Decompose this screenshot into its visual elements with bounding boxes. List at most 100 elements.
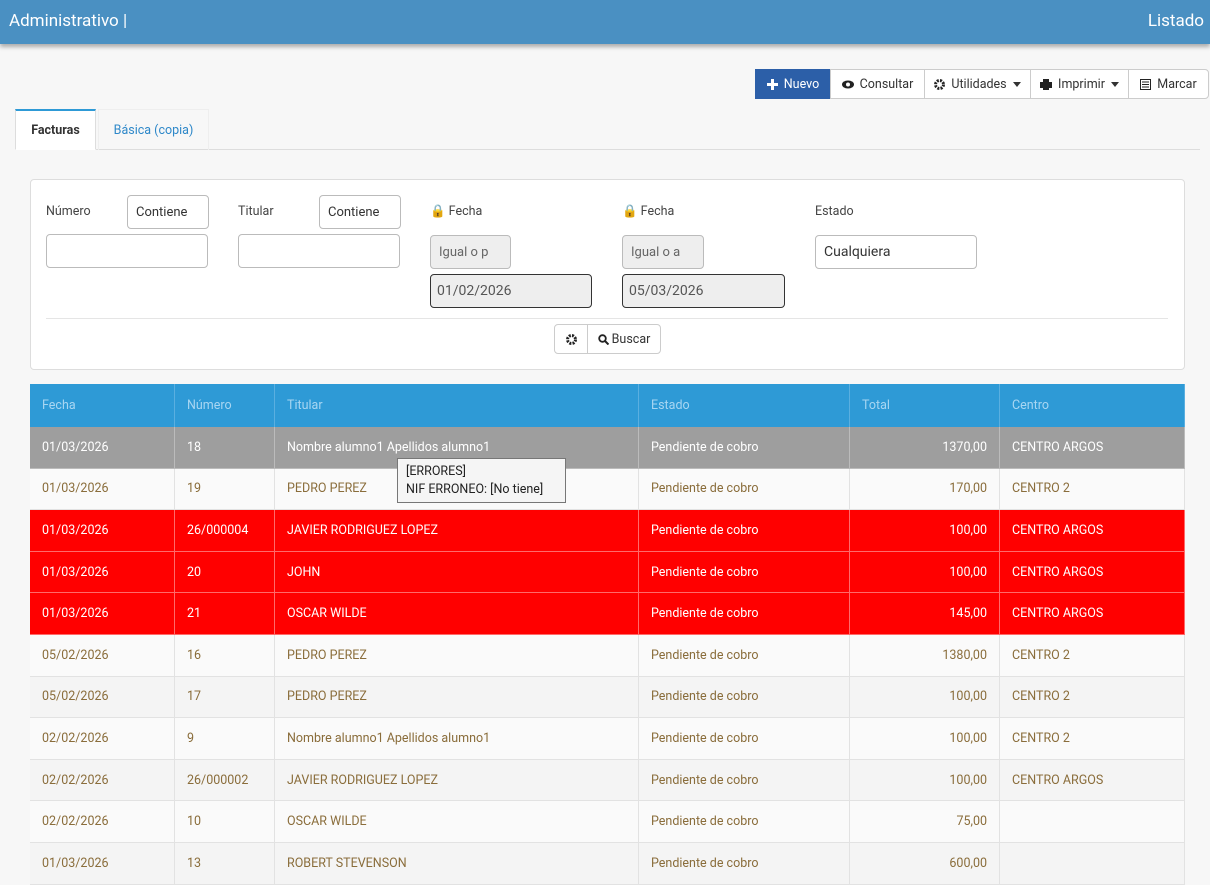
table-cell: Pendiente de cobro xyxy=(639,469,850,511)
label: Utilidades xyxy=(951,77,1006,92)
column-header: Estado xyxy=(639,384,850,427)
text: Fecha xyxy=(449,204,483,219)
app-title: Administrativo | xyxy=(9,11,127,31)
table-cell: JOHN xyxy=(275,552,639,594)
label: Buscar xyxy=(612,332,651,347)
tooltip-line: [ERRORES] xyxy=(406,463,557,481)
filter-label: Estado xyxy=(815,204,854,219)
table-cell: Pendiente de cobro xyxy=(639,593,850,635)
table-cell: 100,00 xyxy=(850,552,1000,594)
table-cell: 19 xyxy=(175,469,275,511)
table-cell: 26/000004 xyxy=(175,510,275,552)
table-cell: Pendiente de cobro xyxy=(639,510,850,552)
column-header: Total xyxy=(850,384,1000,427)
value: 01/02/2026 xyxy=(437,283,512,299)
filter-label: 🔒 Fecha xyxy=(622,204,674,219)
table-cell: 100,00 xyxy=(850,760,1000,802)
table-cell: 01/03/2026 xyxy=(30,427,175,469)
table-cell: CENTRO 2 xyxy=(1000,469,1185,511)
table-cell: 145,00 xyxy=(850,593,1000,635)
table-cell: 18 xyxy=(175,427,275,469)
filter-label: Número xyxy=(46,204,91,219)
holder-input[interactable] xyxy=(238,234,400,268)
table-cell: CENTRO 2 xyxy=(1000,718,1185,760)
table-cell: 16 xyxy=(175,635,275,677)
tab-active[interactable]: Facturas xyxy=(15,109,96,150)
table-cell: CENTRO ARGOS xyxy=(1000,510,1185,552)
status-select[interactable]: Cualquiera xyxy=(815,235,977,269)
column-header: Titular xyxy=(275,384,639,427)
table-cell: 9 xyxy=(175,718,275,760)
table-cell: Pendiente de cobro xyxy=(639,801,850,843)
table-cell: 01/03/2026 xyxy=(30,593,175,635)
table-cell: Pendiente de cobro xyxy=(639,677,850,719)
table-cell: Pendiente de cobro xyxy=(639,552,850,594)
header: Administrativo | Listado xyxy=(0,0,1210,44)
operator-select[interactable]: Igual o a xyxy=(622,235,704,269)
table-cell xyxy=(1000,801,1185,843)
table-cell: OSCAR WILDE xyxy=(275,593,639,635)
value: Igual o p xyxy=(439,245,488,260)
label: Marcar xyxy=(1157,77,1196,92)
table-cell: 100,00 xyxy=(850,677,1000,719)
table-cell: Pendiente de cobro xyxy=(639,427,850,469)
tab[interactable]: Básica (copia) xyxy=(98,109,209,150)
operator-select[interactable]: Igual o p xyxy=(430,235,511,269)
table-cell: CENTRO ARGOS xyxy=(1000,593,1185,635)
date-input[interactable]: 01/02/2026 xyxy=(430,274,592,308)
search-button[interactable]: Buscar xyxy=(587,324,661,354)
table-cell: 75,00 xyxy=(850,801,1000,843)
table-cell: 100,00 xyxy=(850,718,1000,760)
table-cell: Pendiente de cobro xyxy=(639,635,850,677)
column-header: Número xyxy=(175,384,275,427)
table-cell: 01/03/2026 xyxy=(30,552,175,594)
table-cell: 10 xyxy=(175,801,275,843)
table-cell: 20 xyxy=(175,552,275,594)
page: Administrativo | Listado Nuevo Consultar… xyxy=(0,0,1210,864)
column-header: Fecha xyxy=(30,384,175,427)
table-cell: 02/02/2026 xyxy=(30,760,175,802)
value: Cualquiera xyxy=(824,244,890,260)
table-cell: Nombre alumno1 Apellidos alumno1 xyxy=(275,718,639,760)
label: Consultar xyxy=(860,77,914,92)
value: Contiene xyxy=(136,205,187,220)
table-cell: PEDRO PEREZ xyxy=(275,677,639,719)
page-title: Listado xyxy=(1148,11,1204,31)
table-cell: Pendiente de cobro xyxy=(639,718,850,760)
table-cell: OSCAR WILDE xyxy=(275,801,639,843)
filter-label: 🔒 Fecha xyxy=(430,204,482,219)
table-cell: 26/000002 xyxy=(175,760,275,802)
text: Fecha xyxy=(641,204,675,219)
table-cell: PEDRO PEREZ xyxy=(275,635,639,677)
print-button[interactable]: Imprimir xyxy=(1030,69,1129,99)
table-cell: 17 xyxy=(175,677,275,719)
table-cell: 02/02/2026 xyxy=(30,801,175,843)
table-cell: CENTRO 2 xyxy=(1000,635,1185,677)
settings-button[interactable] xyxy=(554,324,588,354)
filter-panel: Número Contiene Titular Contiene 🔒 Fecha… xyxy=(30,179,1185,370)
table-cell: CENTRO ARGOS xyxy=(1000,427,1185,469)
value: Contiene xyxy=(328,205,379,220)
date-input[interactable]: 05/03/2026 xyxy=(622,274,785,308)
number-input[interactable] xyxy=(46,234,208,268)
operator-select[interactable]: Contiene xyxy=(127,195,209,229)
table-cell: JAVIER RODRIGUEZ LOPEZ xyxy=(275,510,639,552)
view-button[interactable]: Consultar xyxy=(830,69,925,99)
table-cell: CENTRO 2 xyxy=(1000,677,1185,719)
table-cell: CENTRO ARGOS xyxy=(1000,552,1185,594)
table-cell: 05/02/2026 xyxy=(30,677,175,719)
table-cell: 170,00 xyxy=(850,469,1000,511)
results-table: FechaNúmeroTitularEstadoTotalCentro 01/03… xyxy=(30,384,1185,864)
table-cell: Pendiente de cobro xyxy=(639,760,850,802)
table-cell: 01/03/2026 xyxy=(30,469,175,511)
table-cell: JAVIER RODRIGUEZ LOPEZ xyxy=(275,760,639,802)
column-header: Centro xyxy=(1000,384,1185,427)
value: Igual o a xyxy=(631,245,680,260)
tooltip-line: NIF ERRONEO: [No tiene] xyxy=(406,481,557,499)
new-button[interactable]: Nuevo xyxy=(755,69,831,99)
label: Nuevo xyxy=(784,77,819,92)
utilities-button[interactable]: Utilidades xyxy=(924,69,1031,99)
mark-button[interactable]: Marcar xyxy=(1128,69,1209,99)
table-cell: 05/02/2026 xyxy=(30,635,175,677)
operator-select[interactable]: Contiene xyxy=(319,195,401,229)
